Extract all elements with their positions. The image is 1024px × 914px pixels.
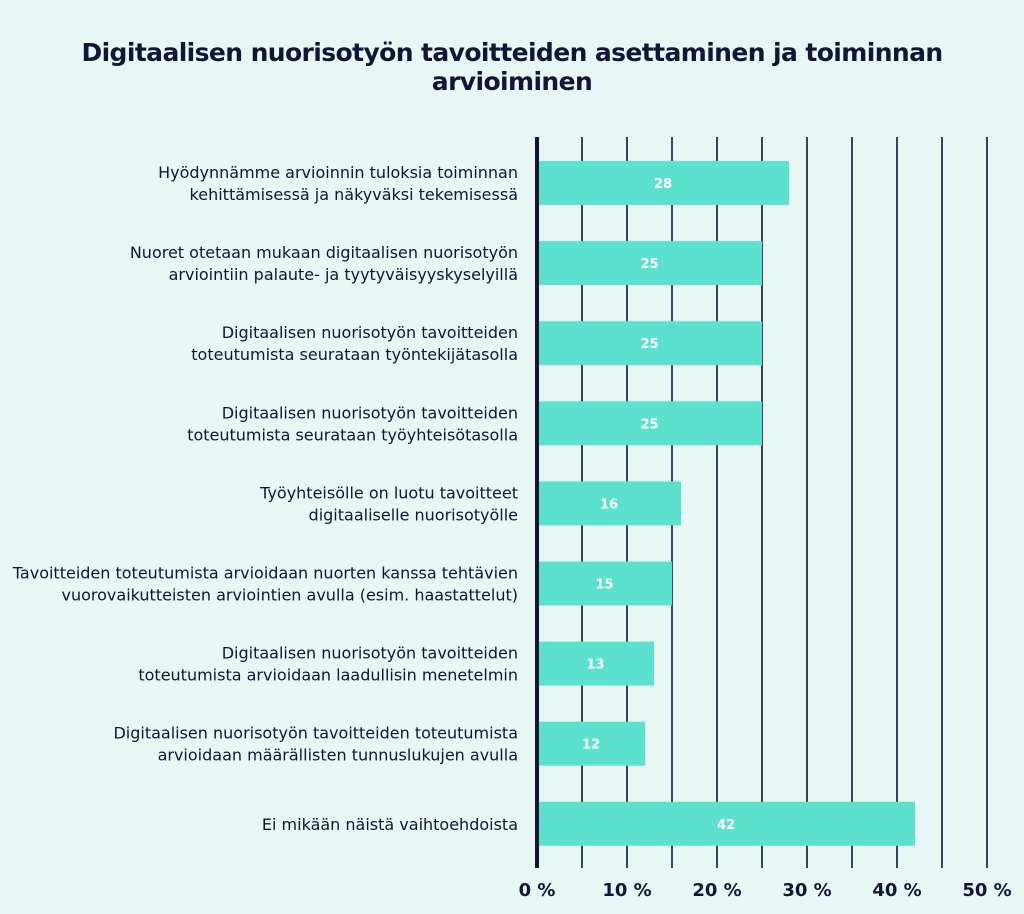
x-tick-label: 50 % [962, 880, 1011, 901]
value-label: 12 [582, 738, 600, 753]
category-label: toteutumista arvioidaan laadullisin mene… [138, 666, 518, 685]
x-tick-label: 0 % [519, 880, 556, 901]
category-label: Digitaalisen nuorisotyön tavoitteiden [222, 403, 518, 422]
value-label: 42 [717, 818, 735, 833]
category-label: Hyödynnämme arvioinnin tuloksia toiminna… [158, 163, 518, 182]
value-label: 28 [654, 177, 672, 192]
bar [537, 561, 672, 606]
category-label: kehittämisessä ja näkyväksi tekemisessä [190, 185, 518, 204]
bar [537, 241, 762, 286]
category-label: toteutumista seurataan työyhteisötasolla [187, 425, 518, 444]
x-tick-label: 20 % [692, 880, 741, 901]
category-label: toteutumista seurataan työntekijätasolla [191, 345, 518, 364]
value-label: 25 [640, 257, 658, 272]
category-label: Nuoret otetaan mukaan digitaalisen nuori… [130, 243, 518, 262]
bar [537, 721, 645, 766]
value-label: 13 [586, 658, 604, 673]
category-label: Digitaalisen nuorisotyön tavoitteiden [222, 323, 518, 342]
value-label: 16 [600, 497, 618, 512]
category-label: Digitaalisen nuorisotyön tavoitteiden to… [113, 724, 518, 743]
category-label: Digitaalisen nuorisotyön tavoitteiden [222, 644, 518, 663]
x-tick-label: 10 % [602, 880, 651, 901]
category-label: digitaaliselle nuorisotyölle [309, 505, 518, 524]
bar [537, 481, 681, 526]
x-tick-label: 40 % [872, 880, 921, 901]
bar [537, 801, 915, 846]
category-label: arvioidaan määrällisten tunnuslukujen av… [158, 746, 518, 765]
x-tick-label: 30 % [782, 880, 831, 901]
value-label: 25 [640, 417, 658, 432]
chart-title: Digitaalisen nuorisotyön tavoitteiden as… [81, 38, 943, 96]
category-label: Tavoitteiden toteutumista arvioidaan nuo… [12, 564, 518, 583]
bar [537, 401, 762, 446]
value-label: 25 [640, 337, 658, 352]
category-label: Ei mikään näistä vaihtoehdoista [262, 815, 518, 834]
bar [537, 161, 789, 205]
bar [537, 641, 654, 686]
category-label: arviointiin palaute- ja tyytyväisyyskyse… [169, 265, 518, 284]
category-label: vuorovaikutteisten arviointien avulla (e… [62, 586, 519, 605]
category-label: Työyhteisölle on luotu tavoitteet [259, 483, 518, 502]
value-label: 15 [595, 578, 613, 593]
bar [537, 321, 762, 366]
